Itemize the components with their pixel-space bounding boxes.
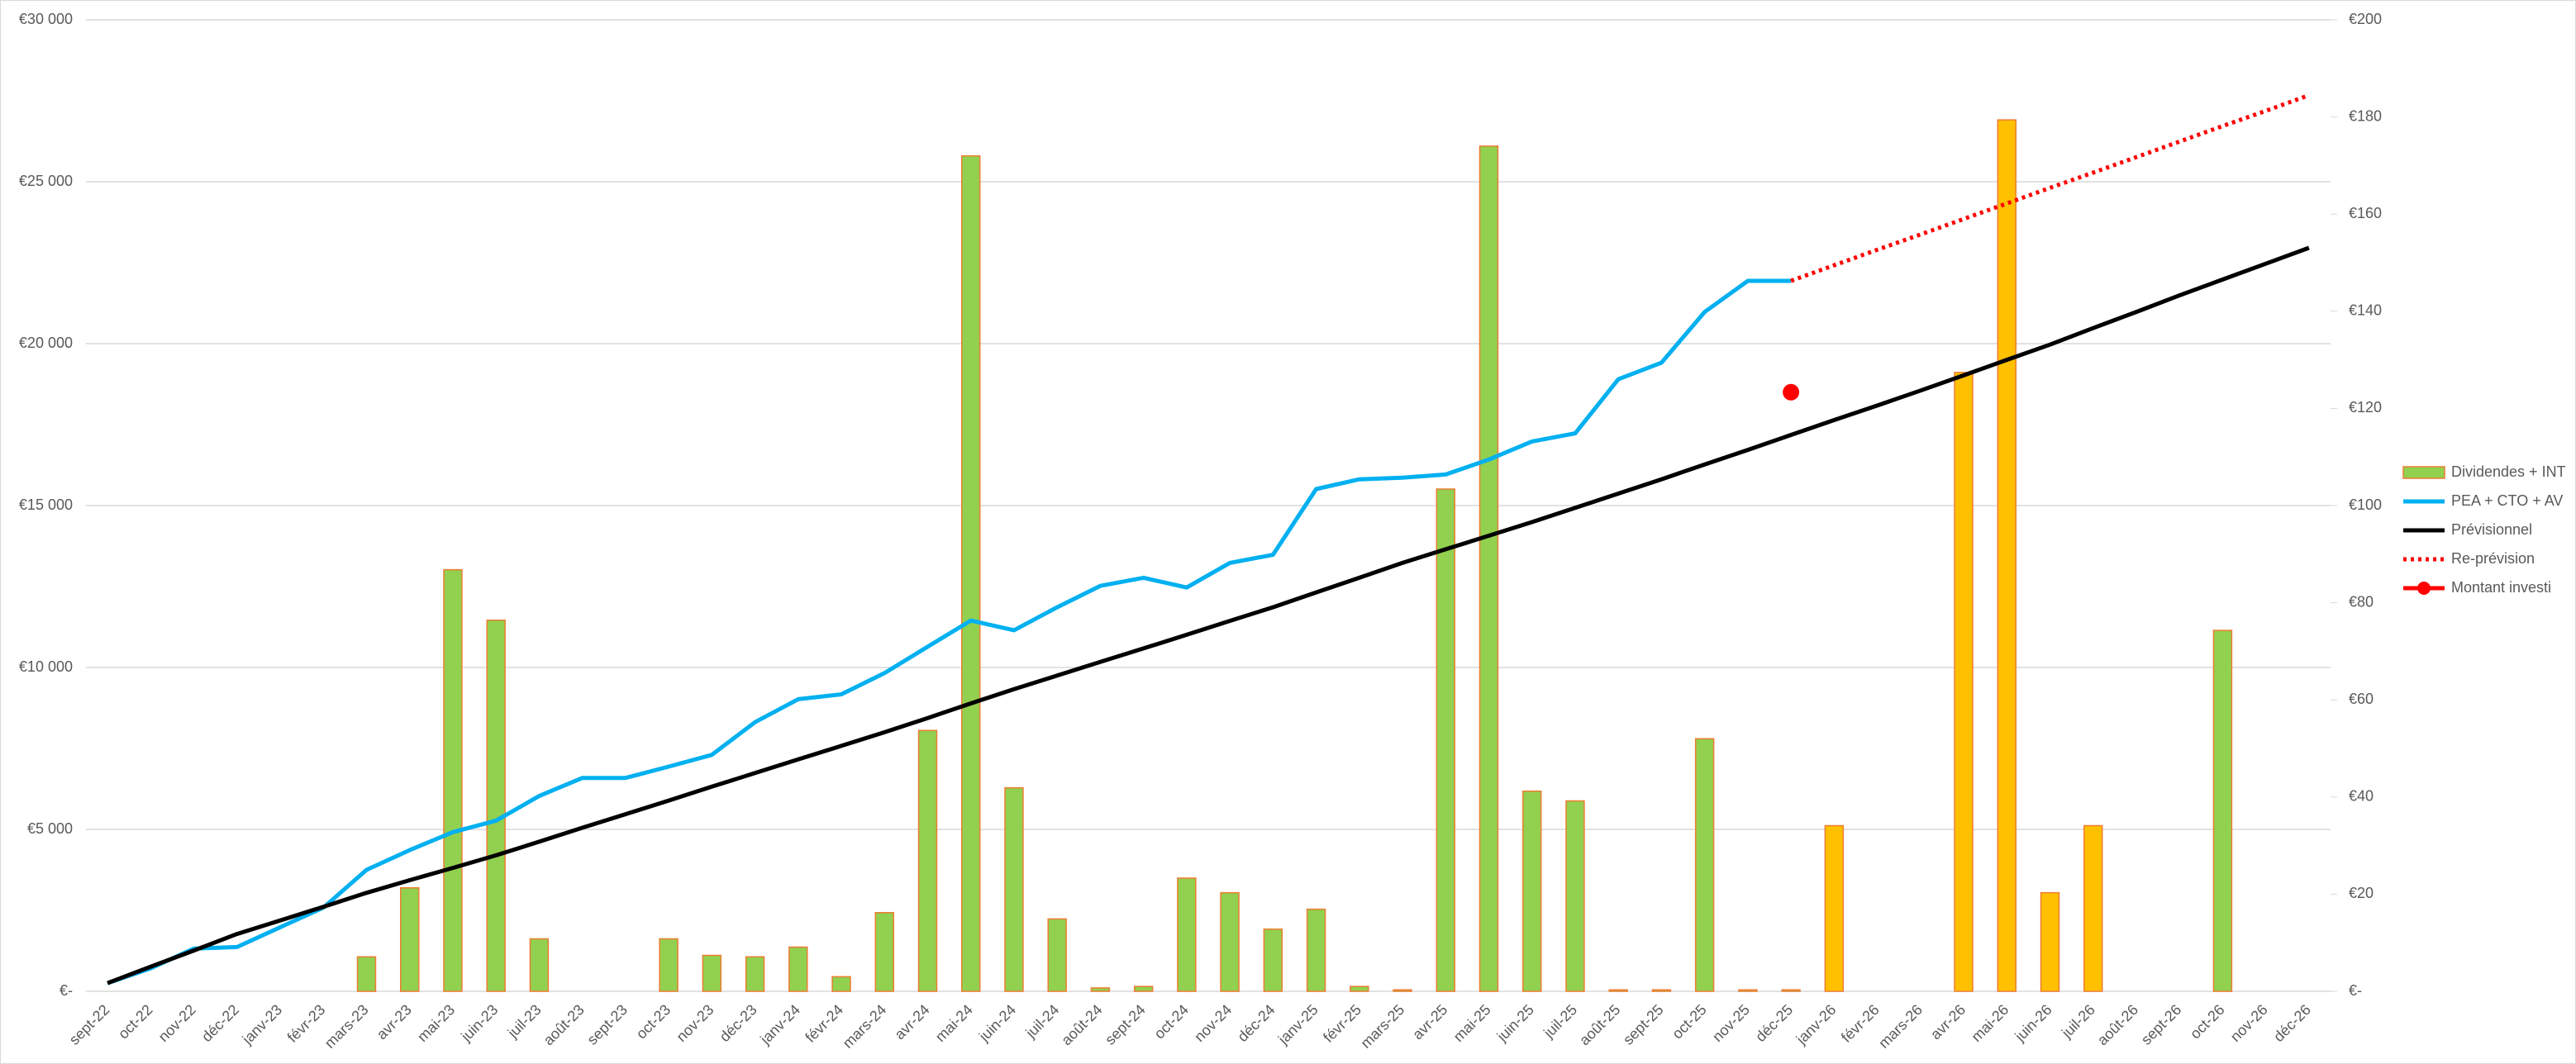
legend-swatch-dot xyxy=(2417,582,2431,595)
line-series xyxy=(1790,93,2310,283)
bar xyxy=(1436,488,1455,992)
bar xyxy=(529,938,550,992)
bar xyxy=(1651,989,1672,992)
bar xyxy=(1350,986,1369,992)
y2-tick-label: €200 xyxy=(2349,11,2382,27)
bar xyxy=(1220,891,1240,992)
bar xyxy=(788,946,808,992)
y2-tick-label: €60 xyxy=(2349,691,2374,707)
bar xyxy=(1738,989,1758,992)
bar xyxy=(356,956,377,992)
line-series xyxy=(107,278,1792,986)
y2-tick-label: €140 xyxy=(2349,302,2382,319)
bar xyxy=(1306,908,1326,992)
bar xyxy=(1393,989,1412,992)
bar xyxy=(917,729,938,992)
bar xyxy=(1997,119,2017,992)
y2-tick-label: €- xyxy=(2349,982,2362,999)
bar xyxy=(1954,372,1974,992)
y2-tick-label: €40 xyxy=(2349,788,2374,805)
bar xyxy=(831,976,851,992)
y-tick-label: €15 000 xyxy=(19,496,73,513)
bar xyxy=(2040,891,2060,992)
bar xyxy=(1824,824,1845,992)
y-tick-label: €30 000 xyxy=(19,11,73,27)
y-tick-label: €- xyxy=(60,982,73,999)
y2-tick-label: €20 xyxy=(2349,885,2374,901)
y2-tick-label: €80 xyxy=(2349,593,2374,610)
bar xyxy=(1781,989,1801,992)
bar xyxy=(1047,918,1067,992)
y2-tick-label: €100 xyxy=(2349,496,2382,513)
legend-label: PEA + CTO + AV xyxy=(2451,492,2563,509)
bar xyxy=(874,911,894,992)
bar xyxy=(1478,145,1499,992)
bar xyxy=(1263,928,1283,992)
legend-label: Montant investi xyxy=(2451,579,2551,596)
y-tick-label: €5 000 xyxy=(27,820,73,837)
bar xyxy=(659,938,679,992)
bar xyxy=(1522,790,1542,992)
bar xyxy=(1133,986,1154,992)
y-tick-label: €10 000 xyxy=(19,658,73,675)
legend-swatch xyxy=(2402,466,2445,479)
point xyxy=(1783,383,1800,401)
bar xyxy=(2212,629,2233,992)
bar xyxy=(486,620,506,992)
bar xyxy=(745,956,765,992)
y-tick-label: €25 000 xyxy=(19,173,73,189)
bar xyxy=(1090,987,1111,992)
bar xyxy=(702,954,722,992)
bar xyxy=(961,154,981,992)
bar xyxy=(2083,824,2103,992)
bar xyxy=(400,887,420,992)
bar xyxy=(1608,989,1628,992)
y2-tick-label: €180 xyxy=(2349,107,2382,124)
legend-label: Re-prévision xyxy=(2451,550,2535,567)
bar xyxy=(443,568,463,992)
y2-tick-label: €160 xyxy=(2349,205,2382,221)
bar xyxy=(1565,800,1585,992)
y2-tick-label: €120 xyxy=(2349,399,2382,416)
line-series xyxy=(107,245,2310,986)
bar xyxy=(1004,786,1024,992)
legend-label: Dividendes + INT xyxy=(2451,463,2566,480)
bar xyxy=(1177,877,1197,992)
legend-label: Prévisionnel xyxy=(2451,521,2532,538)
y-tick-label: €20 000 xyxy=(19,335,73,351)
bar xyxy=(1694,738,1715,992)
